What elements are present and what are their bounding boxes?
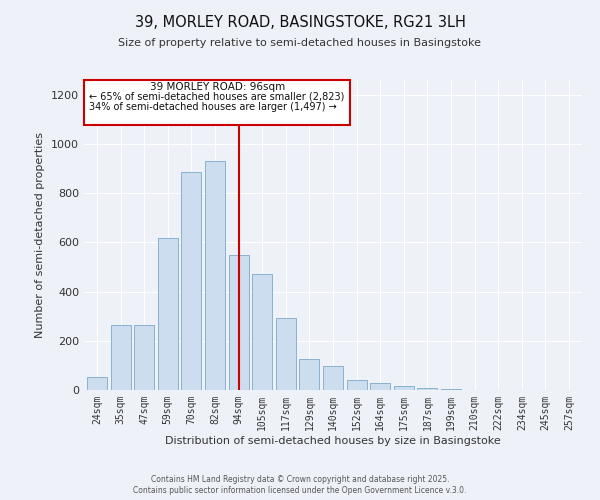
Bar bbox=[394, 386, 414, 390]
Bar bbox=[323, 366, 343, 390]
Text: Contains HM Land Registry data © Crown copyright and database right 2025.: Contains HM Land Registry data © Crown c… bbox=[151, 475, 449, 484]
Bar bbox=[158, 238, 178, 390]
X-axis label: Distribution of semi-detached houses by size in Basingstoke: Distribution of semi-detached houses by … bbox=[165, 436, 501, 446]
Bar bbox=[87, 377, 107, 390]
Bar bbox=[110, 326, 131, 390]
Text: ← 65% of semi-detached houses are smaller (2,823): ← 65% of semi-detached houses are smalle… bbox=[89, 92, 344, 102]
FancyBboxPatch shape bbox=[84, 80, 350, 125]
Text: Contains public sector information licensed under the Open Government Licence v.: Contains public sector information licen… bbox=[133, 486, 467, 495]
Bar bbox=[347, 380, 367, 390]
Bar bbox=[418, 388, 437, 390]
Y-axis label: Number of semi-detached properties: Number of semi-detached properties bbox=[35, 132, 46, 338]
Bar bbox=[370, 384, 390, 390]
Text: 39, MORLEY ROAD, BASINGSTOKE, RG21 3LH: 39, MORLEY ROAD, BASINGSTOKE, RG21 3LH bbox=[134, 15, 466, 30]
Text: 34% of semi-detached houses are larger (1,497) →: 34% of semi-detached houses are larger (… bbox=[89, 102, 337, 113]
Text: Size of property relative to semi-detached houses in Basingstoke: Size of property relative to semi-detach… bbox=[119, 38, 482, 48]
Bar bbox=[205, 161, 225, 390]
Bar bbox=[276, 318, 296, 390]
Bar bbox=[229, 254, 248, 390]
Bar bbox=[134, 326, 154, 390]
Bar bbox=[441, 389, 461, 390]
Text: 39 MORLEY ROAD: 96sqm: 39 MORLEY ROAD: 96sqm bbox=[149, 82, 285, 92]
Bar bbox=[252, 274, 272, 390]
Bar bbox=[299, 358, 319, 390]
Bar bbox=[181, 172, 202, 390]
